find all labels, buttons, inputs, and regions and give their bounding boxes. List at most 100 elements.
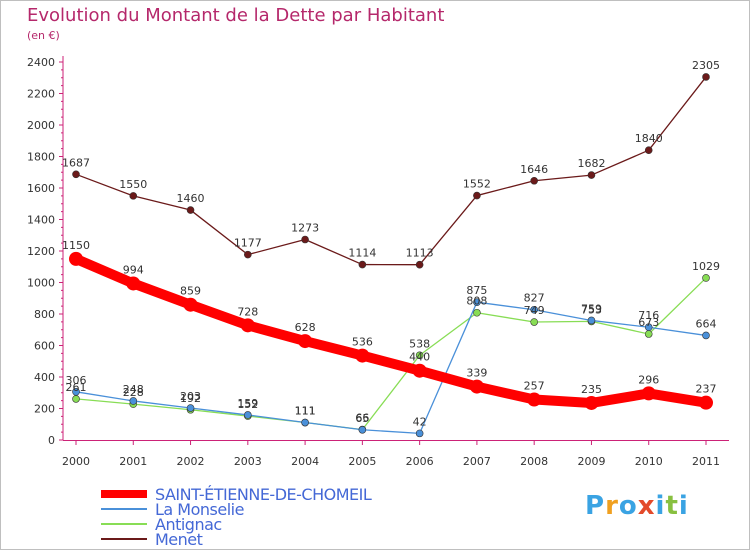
logo-letter: x: [637, 491, 656, 521]
data-label: 994: [123, 263, 144, 276]
axes: 0 200 400 600 800 1000 1200 1400 1600 1800 2000 220…: [27, 56, 729, 468]
data-point: [183, 297, 198, 312]
data-point: [244, 250, 252, 259]
data-labels-layer: 1687 1550 1460 1177 1273 1114 1113 1552 1646 1682…: [62, 59, 720, 428]
data-point: [355, 348, 370, 363]
legend-label: Antignac: [155, 515, 222, 534]
data-label: 1150: [62, 239, 90, 252]
data-point: [702, 274, 710, 282]
data-point: [240, 318, 255, 333]
series-line: [71, 253, 711, 408]
proxiti-logo: Proxiti: [585, 491, 689, 521]
x-tick-label: 2006: [406, 455, 434, 468]
data-label: 728: [237, 305, 258, 318]
x-tick-label: 2010: [635, 455, 663, 468]
y-tick-label: 1400: [27, 214, 55, 227]
data-label: 1646: [520, 163, 548, 176]
data-point: [301, 418, 309, 427]
data-point: [473, 191, 481, 200]
x-tick-label: 2011: [692, 455, 720, 468]
data-point: [641, 386, 656, 401]
data-point: [587, 171, 596, 179]
x-tick-label: 2001: [119, 455, 147, 468]
data-label: 111: [295, 405, 316, 418]
data-point: [129, 192, 138, 200]
data-label: 306: [66, 374, 87, 387]
data-label: 1029: [692, 260, 720, 273]
data-label: 440: [409, 351, 430, 364]
logo-letter: t: [665, 491, 679, 521]
logo-letter: i: [678, 491, 689, 521]
data-point: [584, 395, 599, 410]
data-point: [469, 379, 484, 394]
data-point: [72, 395, 80, 403]
y-tick-label: 1600: [27, 182, 55, 195]
data-label: 192: [180, 392, 201, 405]
data-point: [644, 330, 653, 338]
y-tick-label: 1000: [27, 277, 55, 290]
data-label: 628: [295, 321, 316, 334]
data-label: 716: [638, 309, 659, 322]
data-point: [527, 392, 542, 407]
data-label: 759: [581, 302, 602, 315]
data-label: 1687: [62, 156, 90, 169]
data-label: 827: [524, 292, 545, 305]
y-tick-label: 200: [34, 403, 55, 416]
legend-swatch-antignac: [101, 523, 147, 525]
x-tick-label: 2007: [463, 455, 491, 468]
legend-label: La Monselie: [155, 500, 244, 519]
x-tick-label: 2002: [177, 455, 205, 468]
y-tick-label: 400: [34, 371, 55, 384]
series-line: [75, 76, 707, 266]
legend-label: SAINT-ÉTIENNE-DE-CHOMEIL: [155, 485, 372, 504]
data-label: 753: [581, 303, 602, 316]
data-point: [298, 334, 313, 349]
x-tick-label: 2009: [577, 455, 605, 468]
data-label: 257: [524, 380, 545, 393]
legend-label: Menet: [155, 530, 203, 549]
data-point: [301, 235, 309, 244]
x-tick-label: 2008: [520, 455, 548, 468]
data-label: 875: [466, 284, 487, 297]
data-label: 1113: [406, 247, 434, 260]
data-label: 664: [696, 317, 717, 330]
series-line: [75, 301, 707, 435]
data-label: 1682: [577, 157, 605, 170]
data-label: 1840: [635, 132, 663, 145]
data-point: [587, 316, 596, 325]
data-label: 111: [295, 405, 316, 418]
x-tick-label: 2005: [348, 455, 376, 468]
data-label: 808: [466, 295, 487, 308]
x-tick-label: 2004: [291, 455, 319, 468]
data-label: 1114: [348, 247, 376, 260]
data-point: [415, 351, 424, 360]
data-label: 538: [409, 337, 430, 350]
data-point: [702, 331, 710, 340]
data-label: 65: [355, 412, 369, 425]
data-point: [415, 260, 424, 269]
data-point: [69, 251, 83, 266]
legend-swatch-la-monselie: [101, 508, 147, 510]
data-label: 42: [413, 415, 427, 428]
chart-title: Evolution du Montant de la Dette par Hab…: [27, 5, 445, 26]
data-label: 203: [180, 390, 201, 403]
y-tick-label: 600: [34, 340, 55, 353]
data-label: 536: [352, 336, 373, 349]
data-point: [699, 395, 713, 410]
y-tick-label: 1200: [27, 245, 55, 258]
data-point: [358, 260, 367, 269]
logo-letter: i: [655, 491, 666, 521]
data-point: [72, 388, 80, 396]
data-point: [415, 429, 424, 438]
data-label: 1550: [119, 178, 147, 191]
x-tick-label: 2000: [62, 455, 90, 468]
data-label: 339: [466, 367, 487, 380]
data-point: [473, 308, 481, 317]
data-label: 1460: [177, 192, 205, 205]
data-label: 1273: [291, 222, 319, 235]
data-label: 235: [581, 383, 602, 396]
logo-letter: r: [605, 491, 619, 521]
series-line: [75, 277, 707, 431]
